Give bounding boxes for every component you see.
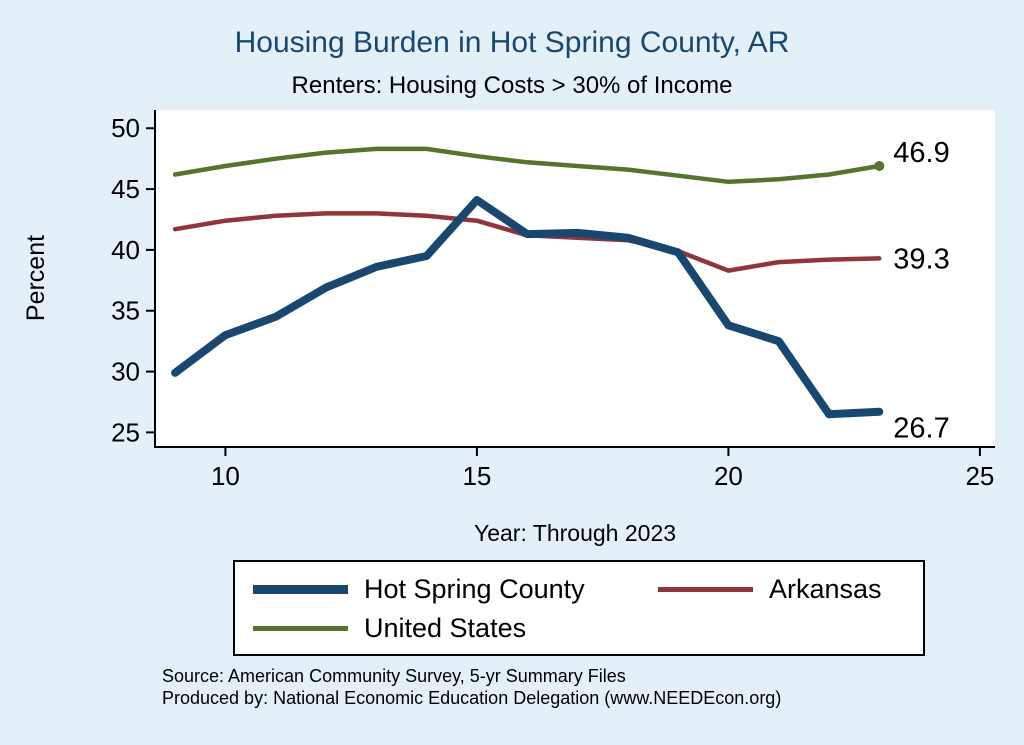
- chart-title: Housing Burden in Hot Spring County, AR: [234, 26, 790, 59]
- credit-text: Produced by: National Economic Education…: [162, 688, 782, 708]
- y-tick-label: 45: [111, 174, 140, 204]
- series-line-united-states: [172, 146, 882, 185]
- axes: [154, 110, 995, 448]
- legend-label-arkansas: Arkansas: [769, 574, 882, 604]
- line-chart: 25 30 35 40 45 50 10 15 20 25 46.9 39.3 26.7: [111, 110, 995, 491]
- x-tick-label: 15: [462, 461, 491, 491]
- x-axis-label: Year: Through 2023: [473, 520, 677, 546]
- source-text: Source: American Community Survey, 5-yr …: [162, 666, 626, 686]
- end-value-label-united-states: 46.9: [893, 137, 949, 169]
- end-marker-united-states: [874, 160, 885, 171]
- legend-item-hot-spring-county: Hot Spring County: [253, 574, 658, 605]
- end-value-label-arkansas: 39.3: [893, 243, 949, 275]
- chart-subtitle: Renters: Housing Costs > 30% of Income: [291, 72, 733, 99]
- legend-label-united-states: United States: [364, 613, 527, 643]
- legend-item-arkansas: Arkansas: [658, 574, 905, 605]
- legend-label-hot-spring-county: Hot Spring County: [364, 574, 585, 604]
- legend-swatch-arkansas: [658, 587, 753, 592]
- legend: Hot Spring County Arkansas United States: [233, 560, 925, 656]
- y-tick-label: 25: [111, 417, 140, 447]
- y-tick-label: 50: [111, 113, 140, 143]
- y-tick-label: 30: [111, 357, 140, 387]
- legend-swatch-hot-spring-county: [253, 585, 348, 594]
- legend-item-united-states: United States: [253, 613, 658, 644]
- x-tick-label: 25: [965, 461, 994, 491]
- x-tick-label: 20: [714, 461, 743, 491]
- series-line-hot-spring-county: [171, 196, 884, 419]
- end-value-label-hot-spring-county: 26.7: [893, 413, 949, 445]
- y-tick-label: 35: [111, 296, 140, 326]
- y-tick-label: 40: [111, 235, 140, 265]
- legend-swatch-united-states: [253, 626, 348, 631]
- plot-area: [155, 110, 995, 447]
- x-tick-label: 10: [211, 461, 240, 491]
